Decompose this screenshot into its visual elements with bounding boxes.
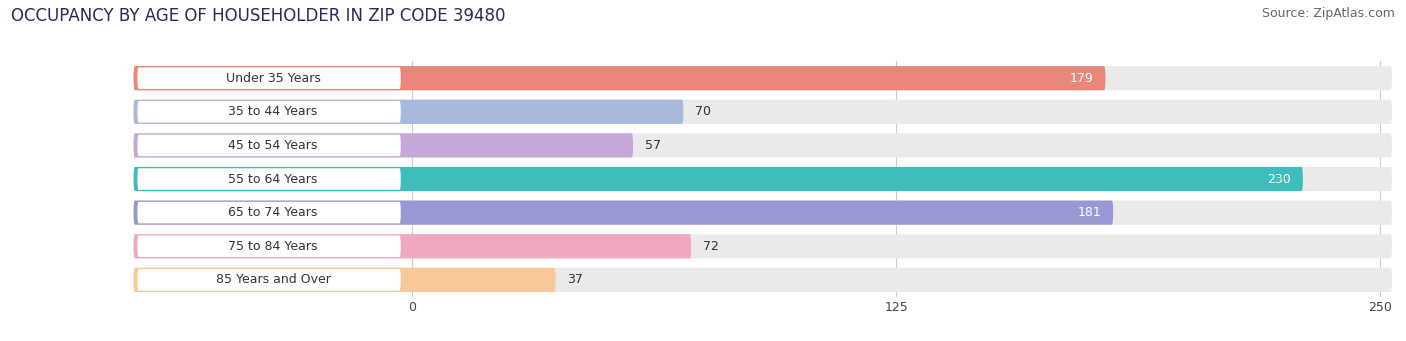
FancyBboxPatch shape [134, 167, 1303, 191]
FancyBboxPatch shape [134, 268, 1392, 292]
FancyBboxPatch shape [134, 201, 1392, 225]
FancyBboxPatch shape [134, 234, 1392, 258]
Text: 72: 72 [703, 240, 718, 253]
Text: 35 to 44 Years: 35 to 44 Years [228, 105, 318, 118]
Text: 45 to 54 Years: 45 to 54 Years [228, 139, 318, 152]
Text: 181: 181 [1078, 206, 1101, 219]
FancyBboxPatch shape [134, 133, 633, 158]
Text: 55 to 64 Years: 55 to 64 Years [228, 173, 318, 186]
FancyBboxPatch shape [134, 100, 683, 124]
FancyBboxPatch shape [134, 66, 1105, 90]
Text: 85 Years and Over: 85 Years and Over [215, 273, 330, 286]
FancyBboxPatch shape [138, 202, 401, 223]
FancyBboxPatch shape [134, 100, 1392, 124]
Text: 70: 70 [695, 105, 711, 118]
FancyBboxPatch shape [138, 68, 401, 89]
FancyBboxPatch shape [138, 236, 401, 257]
FancyBboxPatch shape [134, 133, 1392, 158]
FancyBboxPatch shape [138, 135, 401, 156]
Text: 37: 37 [567, 273, 583, 286]
FancyBboxPatch shape [138, 269, 401, 291]
Text: 179: 179 [1070, 72, 1094, 85]
FancyBboxPatch shape [134, 66, 1392, 90]
Text: 75 to 84 Years: 75 to 84 Years [228, 240, 318, 253]
FancyBboxPatch shape [134, 201, 1114, 225]
FancyBboxPatch shape [134, 234, 692, 258]
Text: 57: 57 [645, 139, 661, 152]
Text: Source: ZipAtlas.com: Source: ZipAtlas.com [1261, 7, 1395, 20]
Text: Under 35 Years: Under 35 Years [225, 72, 321, 85]
FancyBboxPatch shape [134, 268, 555, 292]
Text: 230: 230 [1268, 173, 1291, 186]
FancyBboxPatch shape [134, 167, 1392, 191]
FancyBboxPatch shape [138, 168, 401, 190]
FancyBboxPatch shape [138, 101, 401, 122]
Text: OCCUPANCY BY AGE OF HOUSEHOLDER IN ZIP CODE 39480: OCCUPANCY BY AGE OF HOUSEHOLDER IN ZIP C… [11, 7, 506, 25]
Text: 65 to 74 Years: 65 to 74 Years [228, 206, 318, 219]
